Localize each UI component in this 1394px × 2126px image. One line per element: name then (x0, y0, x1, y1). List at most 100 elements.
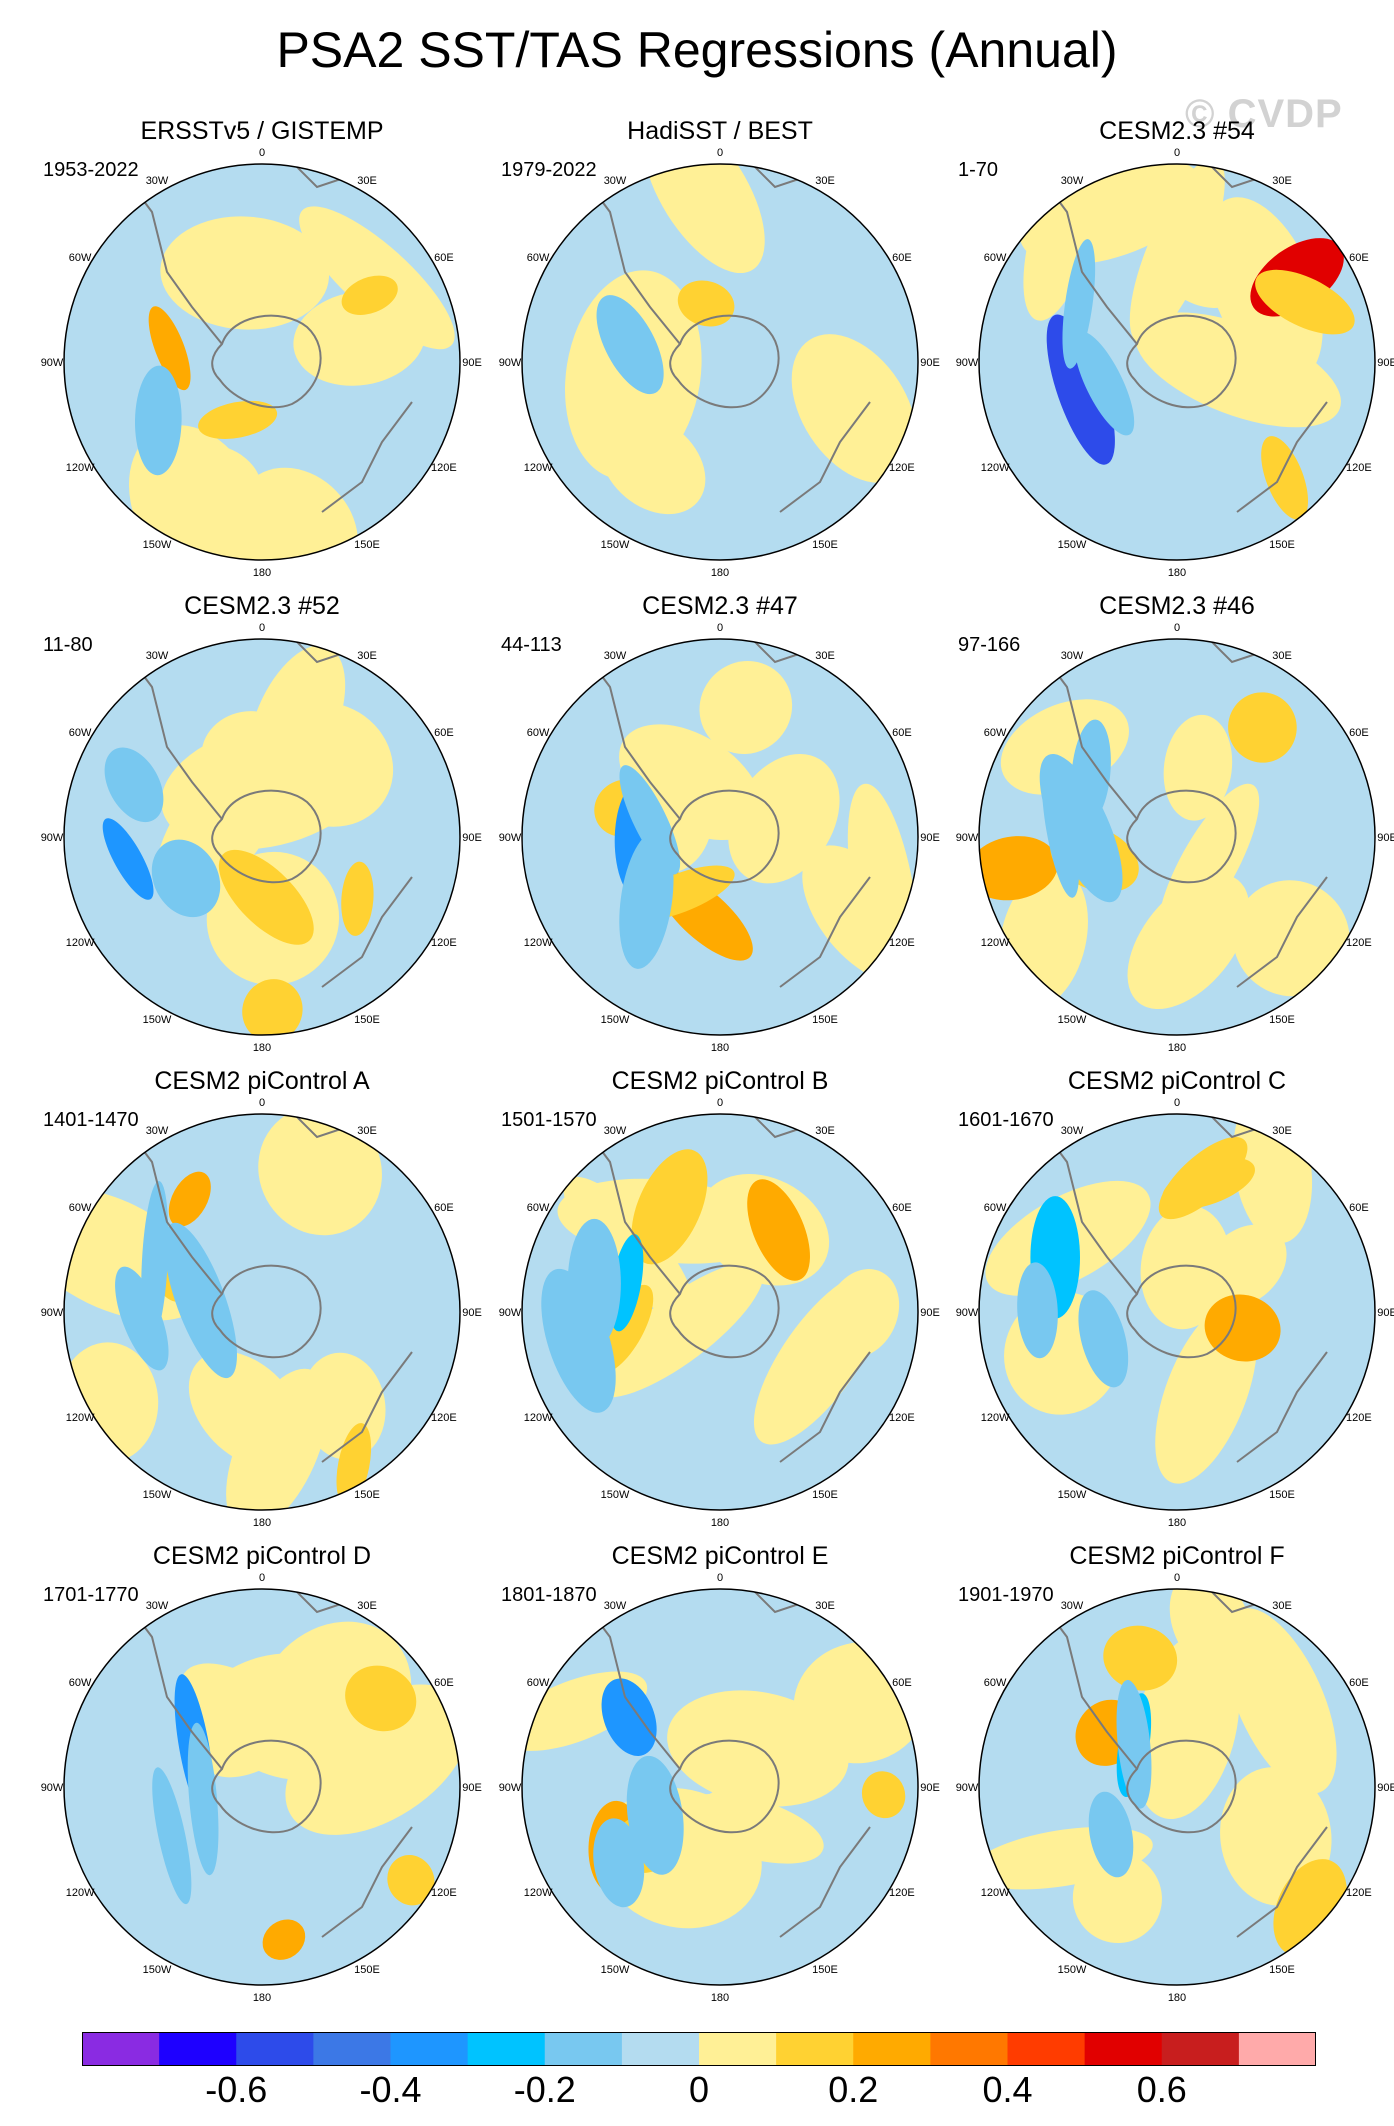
longitude-label: 60E (434, 1202, 454, 1214)
australia-nz-coastline (321, 1351, 413, 1463)
longitude-label: 90E (920, 1782, 940, 1794)
negative-anomaly-core (1078, 1290, 1129, 1388)
positive-anomaly-region (824, 1269, 900, 1358)
longitude-label: 60W (984, 727, 1007, 739)
colorbar-label: -0.4 (359, 2069, 422, 2110)
longitude-label: 120E (1346, 1412, 1372, 1424)
negative-anomaly-core (619, 831, 674, 969)
panel-years: 44-113 (501, 634, 562, 656)
map-border (978, 638, 1376, 1036)
longitude-label: 90E (462, 1782, 482, 1794)
longitude-label: 180 (253, 1517, 271, 1529)
colorbar-box (930, 2032, 1009, 2066)
map-border (63, 638, 461, 1036)
positive-anomaly-region (188, 1351, 304, 1469)
longitude-label: 120W (981, 937, 1010, 949)
longitude-label: 90E (920, 832, 940, 844)
antarctica-coastline (669, 789, 780, 884)
longitude-label: 30W (604, 1600, 627, 1612)
panel-years: 1501-1570 (501, 1109, 597, 1131)
longitude-label: 90W (956, 1782, 979, 1794)
longitude-label: 120E (889, 937, 915, 949)
positive-anomaly-core (341, 861, 374, 936)
longitude-label: 150E (812, 1014, 838, 1026)
map-border (978, 163, 1376, 561)
panel-years: 1901-1970 (958, 1584, 1054, 1606)
longitude-label: 60E (892, 1677, 912, 1689)
longitude-label: 30E (357, 175, 377, 187)
longitude-label: 30W (604, 175, 627, 187)
colorbar-label: -0.2 (513, 2069, 576, 2110)
colorbar-box (853, 2032, 931, 2066)
longitude-label: 150W (143, 1489, 172, 1501)
positive-anomaly-core (262, 1919, 306, 1960)
positive-anomaly-region (1135, 312, 1341, 428)
longitude-label: 120E (889, 1412, 915, 1424)
positive-anomaly-core (242, 979, 303, 1035)
colorbar-label: 0.4 (982, 2069, 1033, 2110)
longitude-label: 30W (146, 175, 169, 187)
positive-anomaly-region (699, 660, 793, 755)
positive-anomaly-core (1228, 692, 1297, 763)
positive-anomaly-core (1162, 1157, 1256, 1210)
longitude-label: 90E (462, 832, 482, 844)
longitude-label: 120W (524, 1412, 553, 1424)
longitude-label: 60W (527, 727, 550, 739)
antarctica-coastline (1126, 314, 1237, 409)
longitude-label: 120E (1346, 462, 1372, 474)
negative-anomaly-core (567, 1218, 621, 1348)
positive-anomaly-core (677, 280, 735, 327)
antarctica-coastline (669, 1739, 780, 1834)
panel-years: 1953-2022 (43, 159, 139, 181)
positive-anomaly-core (631, 1149, 708, 1265)
antarctica-coastline (669, 314, 780, 409)
longitude-label: 60E (892, 252, 912, 264)
longitude-label: 90W (499, 1307, 522, 1319)
negative-anomaly-core (541, 1268, 616, 1413)
positive-anomaly-region (146, 443, 263, 539)
longitude-label: 150W (143, 539, 172, 551)
longitude-label: 120W (981, 1887, 1010, 1899)
panel-title: CESM2 piControl C (1067, 1067, 1287, 1095)
longitude-label: 180 (253, 1042, 271, 1054)
positive-anomaly-region (791, 334, 917, 483)
colorbar-box (313, 2032, 392, 2066)
colorbar (82, 2032, 1316, 2066)
longitude-label: 60W (984, 252, 1007, 264)
antarctica-coastline (211, 314, 322, 409)
panel-years: 1-70 (958, 159, 999, 181)
longitude-label: 150W (1058, 1014, 1087, 1026)
positive-anomaly-region (1163, 714, 1233, 821)
panel-years: 97-166 (958, 634, 1021, 656)
polar-map: 0 30E 60E 90E 120E 150E 180 150W 120W 90W 60W 30W (956, 147, 1394, 579)
panel-years: 1801-1870 (501, 1584, 597, 1606)
polar-map: 0 30E 60E 90E 120E 150E 180 150W 120W 90W 60W 30W (956, 1572, 1394, 2004)
longitude-label: 150W (601, 1014, 630, 1026)
polar-map: 0 30E 60E 90E 120E 150E 180 150W 120W 90W 60W 30W (41, 147, 482, 579)
longitude-label: 30W (1061, 175, 1084, 187)
longitude-label: 180 (711, 1517, 729, 1529)
map-panel: CESM2 piControl C 1601-1670 0 30E 60E 90E 120E… (947, 1066, 1394, 1536)
longitude-label: 150E (1269, 1964, 1295, 1976)
longitude-label: 120W (981, 462, 1010, 474)
panel-title: CESM2.3 #54 (1099, 117, 1255, 145)
longitude-label: 0 (1174, 1097, 1180, 1109)
map-panel: CESM2 piControl B 1501-1570 0 30E 60E 90E 120E… (490, 1066, 950, 1536)
longitude-label: 60W (984, 1202, 1007, 1214)
positive-anomaly-region (160, 216, 330, 330)
panel-title: CESM2 piControl D (152, 1542, 372, 1570)
negative-anomaly-core (141, 1181, 169, 1343)
longitude-label: 150E (812, 539, 838, 551)
antarctica-coastline (669, 1264, 780, 1359)
longitude-label: 60W (984, 1677, 1007, 1689)
longitude-label: 0 (1174, 622, 1180, 634)
longitude-label: 150E (812, 1964, 838, 1976)
longitude-label: 90W (956, 832, 979, 844)
map-panel: CESM2.3 #54 1-70 0 30E 60E 90E 120E 150E 180 150W… (947, 116, 1394, 586)
colorbar-label: 0.2 (828, 2069, 879, 2110)
negative-anomaly-core (1088, 1791, 1134, 1878)
longitude-label: 120E (431, 1887, 457, 1899)
negative-anomaly-core (152, 1767, 192, 1905)
colorbar-box (1007, 2032, 1086, 2066)
